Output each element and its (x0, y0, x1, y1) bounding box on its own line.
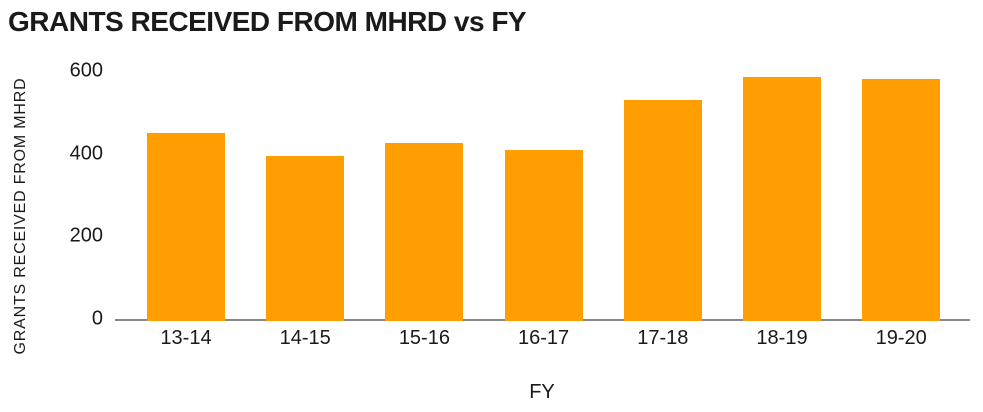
y-tick-label: 200 (69, 224, 103, 247)
x-tick-label-17-18: 17-18 (637, 327, 689, 349)
bar-14-15 (266, 155, 345, 321)
chart-title: GRANTS RECEIVED FROM MHRD vs FY (8, 6, 527, 37)
x-tick-label-14-15: 14-15 (279, 327, 331, 349)
bar-17-18 (623, 99, 702, 321)
x-tick-label-16-17: 16-17 (518, 327, 570, 349)
plot-area (115, 71, 970, 321)
bar-16-17 (504, 149, 583, 321)
x-tick-label-13-14: 13-14 (160, 327, 212, 349)
x-tick-label-18-19: 18-19 (756, 327, 808, 349)
y-tick-label: 400 (69, 142, 103, 165)
y-axis-title: GRANTS RECEIVED FROM MHRD (12, 77, 29, 355)
bar-19-20 (862, 79, 941, 321)
bar-13-14 (147, 133, 225, 321)
y-tick-label: 0 (91, 307, 103, 330)
x-axis-title: FY (529, 381, 555, 403)
bar-15-16 (385, 143, 464, 321)
bar-18-19 (743, 77, 821, 321)
y-tick-label: 600 (69, 59, 103, 82)
x-tick-label-19-20: 19-20 (875, 327, 927, 349)
x-tick-label-15-16: 15-16 (398, 327, 450, 349)
